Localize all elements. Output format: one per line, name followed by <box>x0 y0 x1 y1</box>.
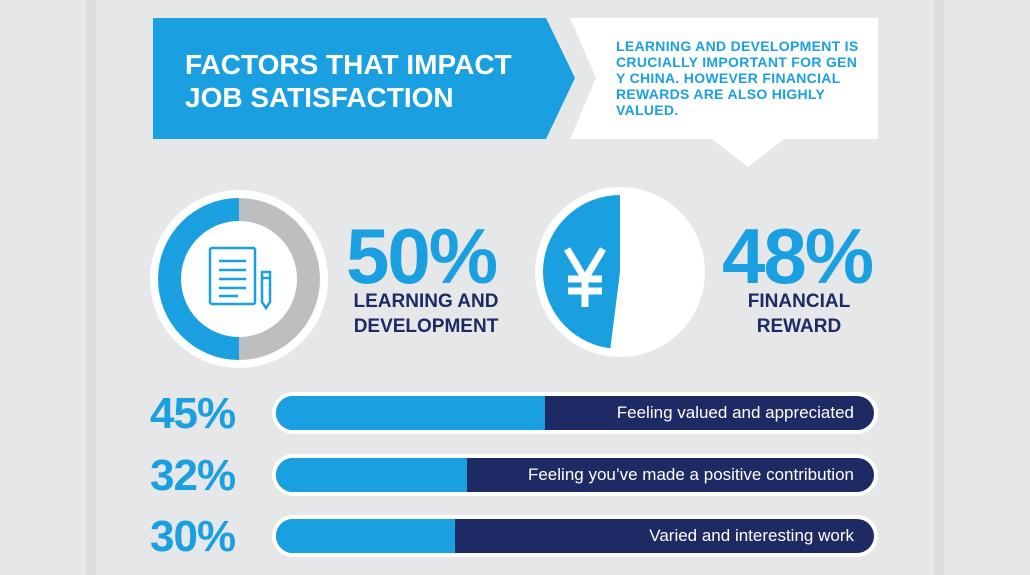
callout-text: LEARNING AND DEVELOPMENT IS CRUCIALLY IM… <box>616 38 859 118</box>
bar-fill <box>276 458 468 492</box>
bar-row: 30% Varied and interesting work <box>150 512 880 562</box>
page-title: FACTORS THAT IMPACT JOB SATISFACTION <box>185 49 512 113</box>
bar-category-label: Varied and interesting work <box>649 526 854 545</box>
learning-percentage: 50% <box>346 212 498 300</box>
bar-value-label: 32% <box>150 451 236 500</box>
bar-category-label: Feeling valued and appreciated <box>616 403 854 422</box>
bar-value-label: 30% <box>150 512 236 561</box>
bar-row: 32% Feeling you’ve made a positive contr… <box>150 451 880 501</box>
document-pencil-icon <box>208 246 272 311</box>
bar-category-label: Feeling you’ve made a positive contribut… <box>527 465 854 484</box>
bar-background: Feeling valued and appreciated <box>276 396 874 430</box>
callout-shape <box>570 18 878 167</box>
learning-label: LEARNING AND DEVELOPMENT <box>353 291 499 337</box>
bar-fill <box>276 519 456 553</box>
bar-track: Feeling valued and appreciated <box>272 392 878 434</box>
financial-pie-chart <box>535 187 705 357</box>
financial-label: FINANCIAL REWARD <box>747 291 851 337</box>
bar-value-label: 45% <box>150 389 236 438</box>
callout-box: LEARNING AND DEVELOPMENT IS CRUCIALLY IM… <box>570 18 880 168</box>
learning-donut-chart <box>150 190 328 368</box>
bar-track: Varied and interesting work <box>272 515 878 557</box>
bar-track: Feeling you’ve made a positive contribut… <box>272 454 878 496</box>
yen-icon <box>563 247 607 307</box>
title-banner-arrow <box>153 18 575 139</box>
title-banner: FACTORS THAT IMPACT JOB SATISFACTION <box>153 18 575 139</box>
bar-background: Feeling you’ve made a positive contribut… <box>276 458 874 492</box>
bar-background: Varied and interesting work <box>276 519 874 553</box>
background-stripe <box>86 0 96 575</box>
financial-percentage: 48% <box>722 212 874 300</box>
background-stripe <box>934 0 944 575</box>
bar-fill <box>276 396 546 430</box>
bar-row: 45% Feeling valued and appreciated <box>150 389 880 439</box>
